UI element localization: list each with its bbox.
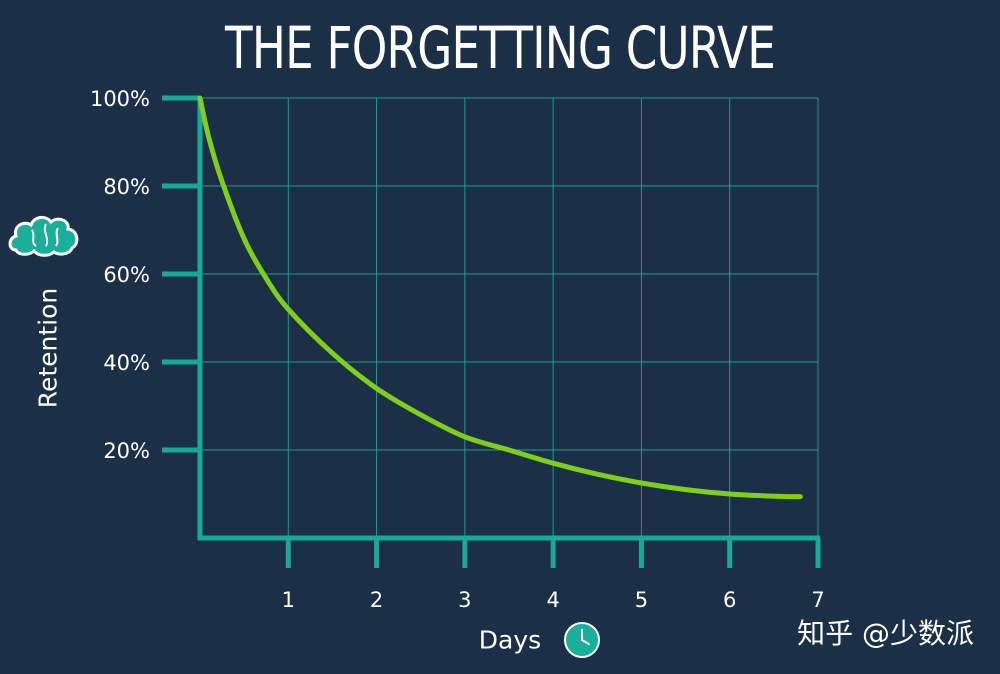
- watermark: 知乎 @少数派: [797, 617, 974, 650]
- y-tick-label-100: 100%: [90, 87, 150, 111]
- x-tick-label-6: 6: [723, 588, 736, 612]
- x-tick-label-7: 7: [811, 588, 824, 612]
- y-axis-label: Retention: [33, 287, 63, 409]
- x-tick-label-3: 3: [458, 588, 471, 612]
- x-tick-label-1: 1: [282, 588, 295, 612]
- axes: [197, 98, 820, 541]
- x-tick-label-2: 2: [370, 588, 383, 612]
- clock-icon: [564, 622, 600, 658]
- y-tick-label-80: 80%: [103, 175, 150, 199]
- y-tick-label-20: 20%: [103, 439, 150, 463]
- series-line-0: [197, 95, 803, 500]
- brain-icon: [8, 216, 79, 257]
- y-tick-label-60: 60%: [103, 263, 150, 287]
- x-axis-label: Days: [478, 625, 542, 655]
- x-tick-label-4: 4: [546, 588, 559, 612]
- series: [197, 95, 803, 500]
- ticks: 20% 40% 60% 80% 100% 1 2 3 4 5 6 7: [90, 87, 825, 612]
- grid: [200, 97, 819, 538]
- y-tick-label-40: 40%: [103, 351, 150, 375]
- chart-title: THE FORGETTING CURVE: [224, 14, 776, 82]
- x-tick-label-5: 5: [635, 588, 648, 612]
